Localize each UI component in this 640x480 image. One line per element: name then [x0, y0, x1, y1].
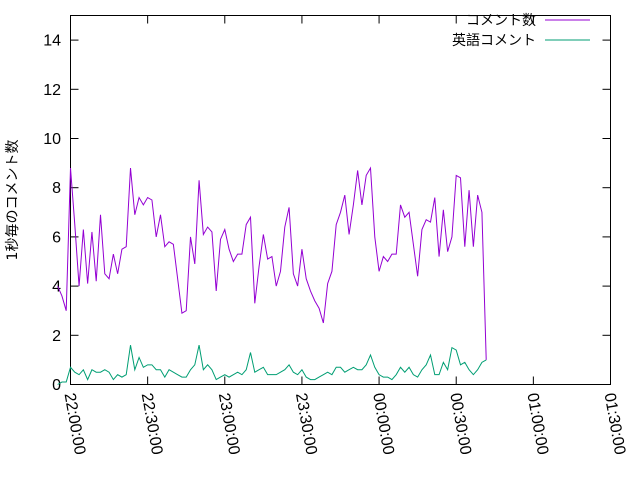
y-tick-label: 4 — [52, 279, 61, 296]
y-tick-label: 10 — [43, 131, 61, 148]
series-line-1 — [57, 166, 487, 360]
series-layer — [57, 166, 487, 385]
plot-frame — [70, 15, 611, 385]
legend-label-2: 英語コメント — [452, 32, 536, 49]
x-axis: 22:00:00 22:30:00 23:00:00 23:30:00 00:00:00… — [61, 15, 629, 456]
y-tick-label: 14 — [43, 33, 61, 50]
x-tick-label: 01:30:00 — [601, 392, 629, 456]
y-tick-label: 0 — [52, 377, 61, 394]
series-line-2 — [57, 345, 487, 385]
legend-label-1: コメント数 — [466, 13, 536, 29]
y-tick-label: 8 — [52, 180, 61, 197]
x-tick-label: 00:30:00 — [446, 392, 474, 456]
y-axis-title: 1秒毎のコメント数 — [5, 140, 21, 261]
y-axis: 0 2 4 6 8 10 12 14 — [43, 33, 611, 394]
x-tick-label: 22:00:00 — [61, 392, 89, 456]
x-tick-label: 01:00:00 — [523, 392, 551, 456]
y-tick-label: 12 — [43, 82, 61, 99]
y-tick-label: 2 — [52, 328, 61, 345]
x-tick-label: 00:00:00 — [369, 392, 397, 456]
x-tick-label: 22:30:00 — [138, 392, 166, 456]
x-tick-label: 23:30:00 — [292, 392, 320, 456]
x-tick-label: 23:00:00 — [215, 392, 243, 456]
y-tick-label: 6 — [52, 229, 61, 246]
